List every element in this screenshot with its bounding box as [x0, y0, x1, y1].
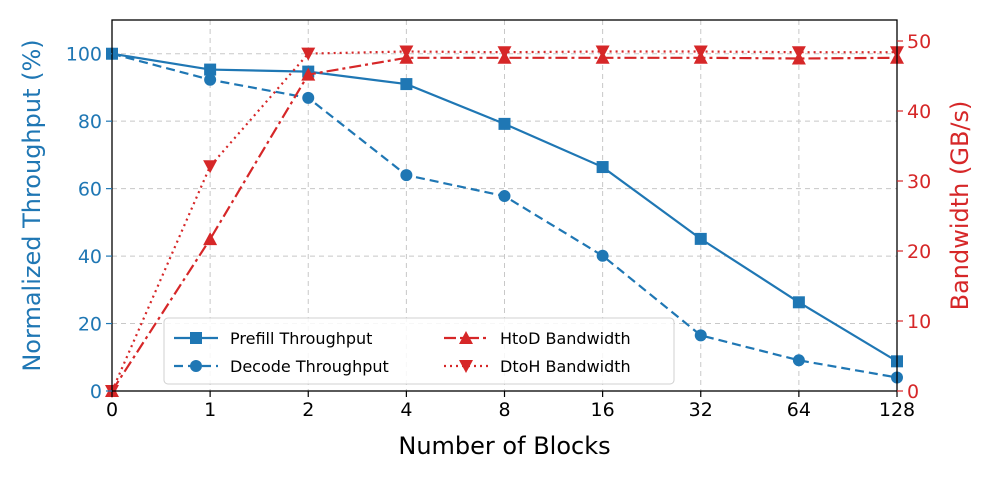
- htod-bandwidth-point: [301, 67, 316, 81]
- prefill-throughput-point: [596, 161, 609, 174]
- legend-box: [163, 317, 675, 385]
- x-tick-label: 0: [106, 399, 118, 421]
- prefill-throughput-point: [204, 63, 217, 76]
- x-tick-label: 128: [879, 399, 915, 421]
- dtoh-bandwidth-point: [693, 45, 708, 59]
- dtoh-bandwidth-point: [301, 47, 316, 61]
- left-y-tick-label: 80: [78, 111, 102, 133]
- left-y-tick-label: 100: [66, 44, 102, 66]
- right-y-axis-ticks: 0 10 20 30 40 50: [897, 31, 931, 403]
- htod-bandwidth-point: [203, 232, 218, 246]
- legend-marker: [190, 360, 202, 372]
- prefill-throughput-point: [694, 232, 707, 245]
- x-tick-label: 64: [787, 399, 811, 421]
- right-y-tick-label: 0: [907, 381, 919, 403]
- left-y-tick-label: 60: [78, 179, 102, 201]
- legend-item-htod-bandwidth: HtoD Bandwidth: [444, 329, 631, 348]
- decode-throughput-point: [498, 190, 511, 203]
- dtoh-bandwidth-line: [110, 50, 897, 392]
- x-tick-label: 16: [591, 399, 615, 421]
- right-y-tick-label: 50: [907, 31, 931, 53]
- x-tick-label: 8: [498, 399, 510, 421]
- decode-throughput-series: [106, 47, 903, 384]
- left-y-tick-label: 20: [78, 314, 102, 336]
- legend-item-decode-throughput: Decode Throughput: [174, 357, 389, 376]
- x-axis-title: Number of Blocks: [398, 432, 610, 460]
- x-tick-label: 1: [204, 399, 216, 421]
- series-layer: [105, 45, 904, 398]
- right-y-tick-label: 30: [907, 171, 931, 193]
- legend-label: Prefill Throughput: [230, 329, 372, 348]
- x-tick-label: 4: [400, 399, 412, 421]
- decode-throughput-point: [400, 169, 413, 182]
- dtoh-bandwidth-point: [399, 45, 414, 59]
- right-y-axis-title: Bandwidth (GB/s): [946, 101, 974, 311]
- dtoh-bandwidth-point: [497, 46, 512, 60]
- legend-item-dtoh-bandwidth: DtoH Bandwidth: [444, 357, 631, 376]
- x-tick-label: 32: [689, 399, 713, 421]
- dtoh-bandwidth-point: [791, 46, 806, 60]
- right-y-tick-label: 40: [907, 101, 931, 123]
- decode-throughput-point: [694, 329, 707, 342]
- decode-throughput-point: [596, 249, 609, 262]
- legend-label: DtoH Bandwidth: [500, 357, 631, 376]
- prefill-throughput-point: [400, 78, 413, 91]
- prefill-throughput-point: [498, 117, 511, 130]
- legend-label: Decode Throughput: [230, 357, 389, 376]
- x-axis-ticks: 0 1 2 4 8 16 32 64 128: [106, 391, 915, 421]
- right-y-tick-label: 20: [907, 241, 931, 263]
- right-y-tick-label: 10: [907, 311, 931, 333]
- left-y-axis-title: Normalized Throughput (%): [18, 39, 46, 371]
- left-y-axis-ticks: 0 20 40 60 80 100: [66, 44, 112, 403]
- decode-throughput-point: [792, 354, 805, 367]
- legend: Prefill Throughput Decode Throughput HtoD …: [163, 317, 675, 385]
- decode-throughput-point: [204, 73, 217, 86]
- x-tick-label: 2: [302, 399, 314, 421]
- dtoh-bandwidth-point: [595, 45, 610, 59]
- prefill-throughput-point: [792, 296, 805, 309]
- legend-item-prefill-throughput: Prefill Throughput: [174, 329, 372, 348]
- legend-marker: [459, 331, 473, 344]
- dtoh-bandwidth-point: [203, 160, 218, 174]
- left-y-tick-label: 40: [78, 246, 102, 268]
- decode-throughput-point: [302, 91, 315, 104]
- legend-marker: [190, 332, 202, 344]
- left-y-tick-label: 0: [90, 381, 102, 403]
- legend-label: HtoD Bandwidth: [500, 329, 631, 348]
- legend-marker: [459, 360, 473, 373]
